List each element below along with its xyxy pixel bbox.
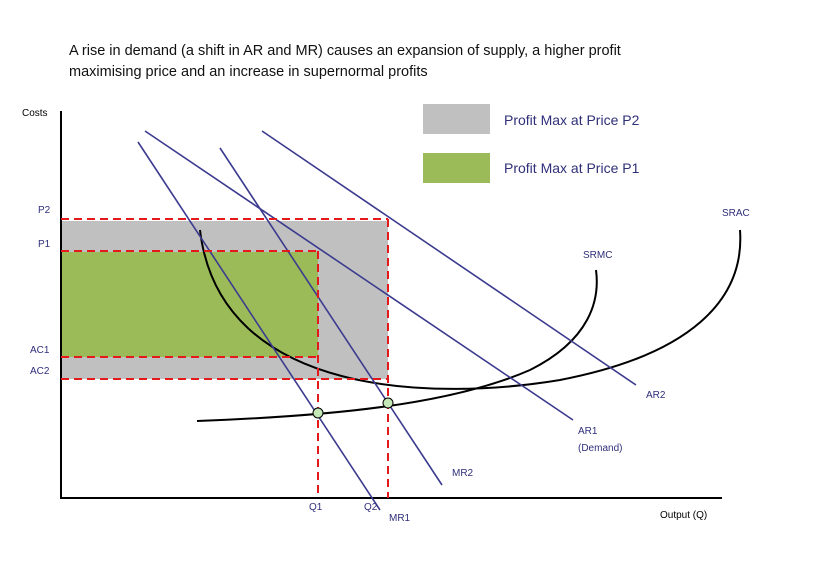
mc-mr1-point	[312, 407, 324, 419]
mr2-line	[219, 147, 443, 486]
label-mr2: MR2	[452, 468, 474, 479]
label-mr1: MR1	[389, 513, 411, 524]
profit-area-p1	[61, 252, 318, 357]
legend-swatch-p1	[423, 153, 490, 183]
mc-mr2-point	[382, 397, 394, 409]
legend-label-p2: Profit Max at Price P2	[504, 112, 640, 128]
label-q1: Q1	[309, 502, 323, 513]
srmc-curve	[196, 269, 598, 422]
ar1-line	[144, 130, 574, 421]
legend-swatch-p2	[423, 104, 490, 134]
label-p1: P1	[38, 239, 51, 250]
label-srmc: SRMC	[583, 250, 612, 261]
label-ar1-demand: (Demand)	[578, 443, 622, 454]
label-ar1: AR1	[578, 426, 598, 437]
label-q2: Q2	[364, 502, 378, 513]
title-line-2: maximising price and an increase in supe…	[69, 64, 428, 80]
ar2-line	[261, 130, 637, 386]
label-p2: P2	[38, 205, 51, 216]
srac-curve	[199, 229, 742, 390]
mr1-line	[137, 141, 381, 511]
label-ac2: AC2	[30, 366, 50, 377]
label-ar2: AR2	[646, 390, 666, 401]
x-axis-label: Output (Q)	[660, 510, 707, 521]
label-ac1: AC1	[30, 345, 50, 356]
title-line-1: A rise in demand (a shift in AR and MR) …	[69, 43, 621, 59]
chart-title: A rise in demand (a shift in AR and MR) …	[69, 41, 769, 83]
legend-label-p1: Profit Max at Price P1	[504, 160, 640, 176]
y-axis-label: Costs	[22, 108, 48, 119]
label-srac: SRAC	[722, 208, 750, 219]
